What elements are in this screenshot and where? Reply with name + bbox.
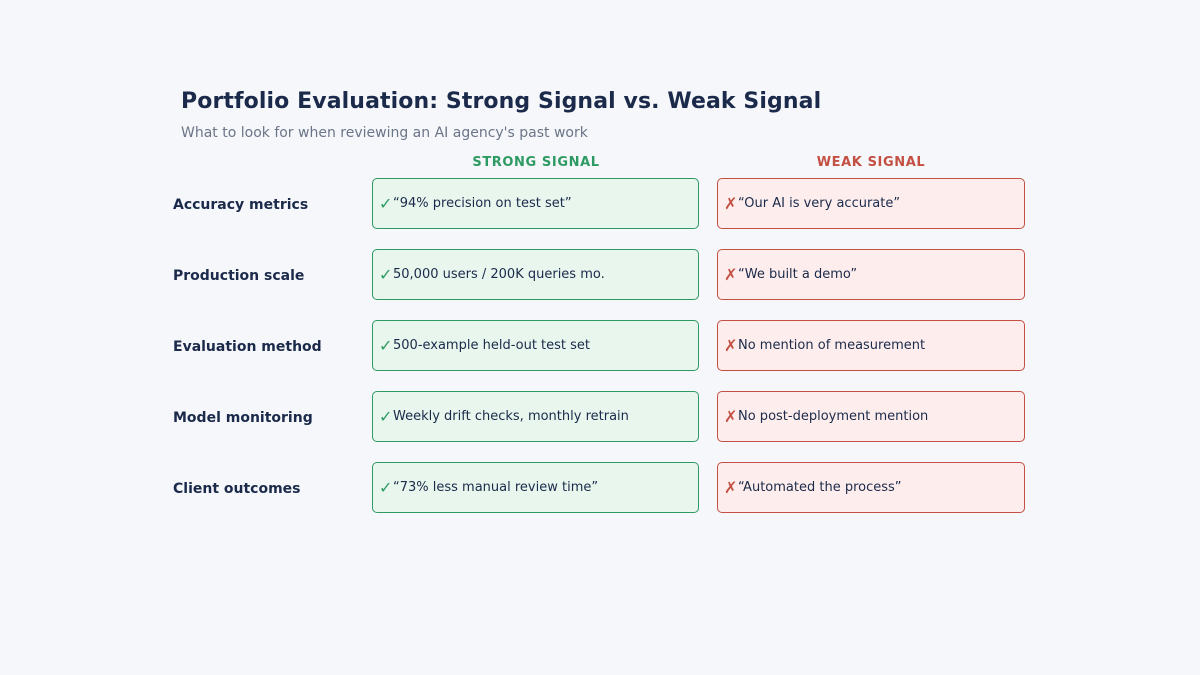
strong-signal-text: Weekly drift checks, monthly retrain [393,409,629,424]
strong-signal-cell: ✓ 50,000 users / 200K queries mo. [372,249,699,300]
weak-signal-text: “We built a demo” [738,267,858,282]
weak-signal-cell: ✗ No mention of measurement [717,320,1025,371]
row-evaluation-method: Evaluation method ✓ 500-example held-out… [0,320,1200,373]
weak-signal-cell: ✗ “We built a demo” [717,249,1025,300]
check-icon: ✓ [379,406,393,426]
strong-signal-cell: ✓ 500-example held-out test set [372,320,699,371]
cross-icon: ✗ [724,264,738,284]
page-title: Portfolio Evaluation: Strong Signal vs. … [181,89,822,114]
strong-signal-cell: ✓ “73% less manual review time” [372,462,699,513]
strong-signal-cell: ✓ Weekly drift checks, monthly retrain [372,391,699,442]
page-subtitle: What to look for when reviewing an AI ag… [181,125,588,141]
row-model-monitoring: Model monitoring ✓ Weekly drift checks, … [0,391,1200,444]
row-label: Production scale [173,267,305,284]
weak-signal-text: No mention of measurement [738,338,926,353]
cross-icon: ✗ [724,406,738,426]
strong-signal-cell: ✓ “94% precision on test set” [372,178,699,229]
check-icon: ✓ [379,193,393,213]
row-label: Accuracy metrics [173,196,309,213]
row-accuracy-metrics: Accuracy metrics ✓ “94% precision on tes… [0,178,1200,231]
row-client-outcomes: Client outcomes ✓ “73% less manual revie… [0,462,1200,515]
cross-icon: ✗ [724,477,738,497]
row-label: Client outcomes [173,480,301,497]
check-icon: ✓ [379,335,393,355]
weak-signal-cell: ✗ No post-deployment mention [717,391,1025,442]
row-production-scale: Production scale ✓ 50,000 users / 200K q… [0,249,1200,302]
check-icon: ✓ [379,264,393,284]
strong-signal-text: 50,000 users / 200K queries mo. [393,267,605,282]
check-icon: ✓ [379,477,393,497]
strong-signal-text: “94% precision on test set” [393,196,572,211]
weak-signal-text: “Our AI is very accurate” [738,196,901,211]
weak-signal-text: No post-deployment mention [738,409,929,424]
strong-signal-text: “73% less manual review time” [393,480,599,495]
weak-signal-cell: ✗ “Our AI is very accurate” [717,178,1025,229]
cross-icon: ✗ [724,193,738,213]
column-header-weak: WEAK SIGNAL [816,155,926,170]
strong-signal-text: 500-example held-out test set [393,338,591,353]
row-label: Model monitoring [173,409,313,426]
cross-icon: ✗ [724,335,738,355]
row-label: Evaluation method [173,338,322,355]
weak-signal-text: “Automated the process” [738,480,902,495]
column-header-strong: STRONG SIGNAL [472,155,600,170]
weak-signal-cell: ✗ “Automated the process” [717,462,1025,513]
